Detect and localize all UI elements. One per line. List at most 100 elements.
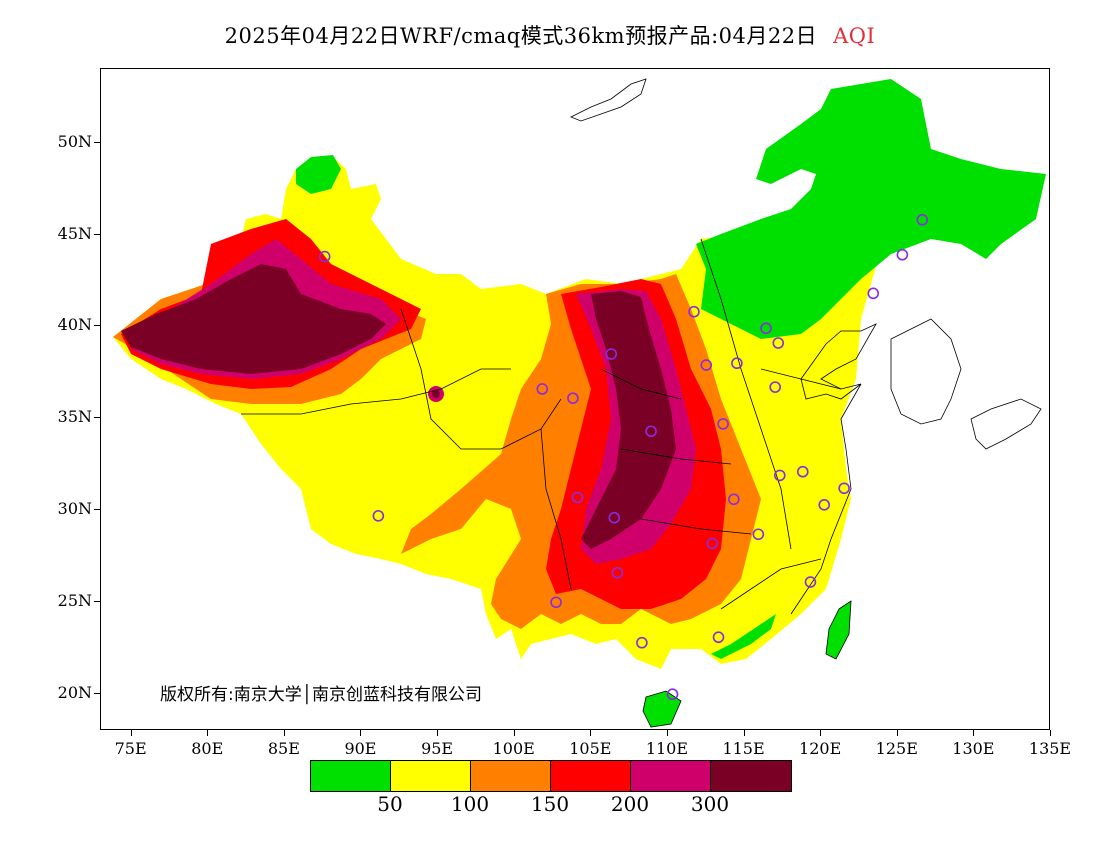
station-markers — [318, 213, 929, 701]
legend-swatch — [551, 761, 631, 791]
station-marker — [318, 250, 331, 263]
station-marker — [372, 510, 385, 522]
station-marker — [645, 425, 657, 438]
longitude-tick — [1050, 730, 1051, 736]
longitude-label: 115E — [722, 739, 765, 758]
legend-swatch — [631, 761, 711, 791]
latitude-label: 40N — [57, 315, 92, 335]
longitude-tick — [590, 730, 592, 736]
station-marker — [796, 465, 809, 478]
longitude-tick — [513, 730, 515, 736]
station-marker — [666, 688, 679, 701]
longitude-tick — [360, 730, 362, 736]
longitude-tick — [130, 730, 132, 736]
station-marker — [608, 511, 621, 524]
aqi-region-good-northwest — [296, 155, 341, 194]
longitude-tick — [437, 730, 439, 736]
aqi-region-hazardous-west — [121, 264, 386, 374]
station-marker — [867, 287, 880, 300]
legend-swatch — [311, 761, 391, 791]
station-marker — [567, 392, 579, 404]
station-marker — [700, 359, 713, 371]
longitude-tick — [743, 730, 745, 736]
longitude-label: 85E — [267, 739, 300, 758]
legend-threshold-label: 150 — [530, 792, 570, 816]
latitude-label: 20N — [57, 683, 92, 703]
station-marker — [773, 469, 786, 482]
aqi-region-good-hainan — [643, 691, 681, 727]
latitude-tick — [94, 141, 100, 143]
longitude-label: 95E — [421, 739, 454, 758]
china-aqi-field — [113, 79, 1046, 727]
longitude-label: 100E — [492, 739, 535, 758]
station-marker — [752, 528, 765, 541]
station-marker — [611, 567, 624, 579]
longitude-tick — [896, 730, 898, 736]
station-marker — [712, 631, 725, 644]
longitude-label: 80E — [191, 739, 224, 758]
legend-threshold-label: 100 — [450, 792, 490, 816]
legend-threshold-label: 200 — [610, 792, 650, 816]
legend-threshold-label: 300 — [690, 792, 730, 816]
longitude-label: 125E — [875, 739, 918, 758]
longitude-tick — [283, 730, 285, 736]
variable-label: AQI — [833, 24, 876, 48]
legend-swatch — [471, 761, 551, 791]
map-title: 2025年04月22日WRF/cmaq模式36km预报产品:04月22日 AQI — [0, 20, 1100, 50]
longitude-tick — [820, 730, 822, 736]
aqi-region-good-taiwan — [826, 601, 851, 659]
longitude-tick — [666, 730, 668, 736]
coastline-korea — [890, 318, 962, 425]
aqi-legend-bar — [310, 760, 792, 792]
coastline-hainan — [642, 690, 682, 728]
aqi-region-good-northeast — [696, 79, 1046, 339]
boundaries — [241, 78, 1042, 728]
station-marker — [688, 305, 700, 318]
latitude-tick — [94, 693, 100, 695]
station-marker — [605, 348, 618, 360]
longitude-label: 135E — [1028, 739, 1072, 758]
latitude-label: 30N — [57, 499, 92, 519]
copyright-notice: 版权所有:南京大学│南京创蓝科技有限公司 — [160, 685, 482, 705]
longitude-label: 130E — [952, 739, 995, 758]
longitude-label: 75E — [114, 739, 147, 758]
coastline-east — [790, 383, 862, 615]
longitude-label: 120E — [799, 739, 842, 758]
coastline-japan — [970, 398, 1042, 450]
aqi-map — [113, 78, 1046, 728]
longitude-tick — [207, 730, 209, 736]
province-lines — [241, 238, 842, 610]
station-marker — [636, 636, 648, 649]
station-marker — [706, 537, 719, 550]
station-marker — [728, 493, 740, 506]
station-marker — [760, 322, 772, 335]
lake-baikal-outline — [570, 78, 647, 122]
legend-swatch — [391, 761, 471, 791]
station-marker — [536, 383, 549, 395]
coastline-bohai — [800, 323, 877, 400]
latitude-tick — [94, 601, 100, 603]
station-marker — [804, 576, 817, 588]
station-marker — [571, 491, 584, 504]
legend-swatch — [711, 761, 791, 791]
station-marker — [772, 337, 785, 349]
legend-threshold-label: 50 — [377, 792, 403, 816]
station-marker — [818, 499, 831, 511]
map-frame — [100, 68, 1050, 730]
station-marker — [550, 596, 562, 609]
aqi-spot-qaidam-core — [432, 390, 440, 398]
coastline-taiwan — [825, 600, 852, 660]
latitude-tick — [94, 417, 100, 419]
latitude-label: 25N — [57, 591, 92, 611]
longitude-tick — [973, 730, 975, 736]
latitude-tick — [94, 509, 100, 511]
latitude-tick — [94, 233, 100, 235]
aqi-region-good-south — [711, 614, 776, 659]
latitude-label: 35N — [57, 407, 92, 427]
latitude-label: 50N — [57, 131, 92, 151]
station-marker — [731, 357, 743, 370]
longitude-label: 90E — [344, 739, 377, 758]
longitude-label: 105E — [569, 739, 612, 758]
latitude-label: 45N — [57, 223, 92, 243]
aqi-region-hazardous-central — [581, 291, 676, 549]
